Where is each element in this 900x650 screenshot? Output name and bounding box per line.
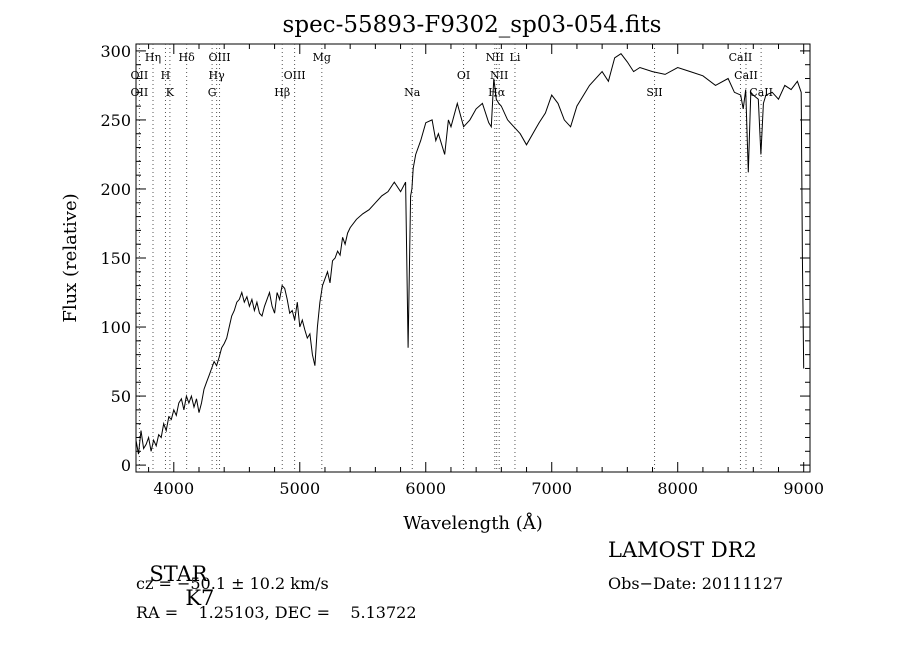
y-tick-label: 50 [111,387,131,406]
y-axis: 0 50 100 150 200 250 300 [100,42,810,475]
x-tick-label: 7000 [531,479,572,498]
line-label: CaII [729,51,753,64]
x-tick-label: 8000 [657,479,698,498]
object-class: STAR K7 [136,538,214,610]
object-class-label: STAR [149,562,208,586]
line-label: Hα [488,86,506,99]
x-axis-label: Wavelength (Å) [403,512,543,534]
line-label: OI [457,69,470,82]
line-label: Li [510,51,521,64]
x-tick-label: 9000 [783,479,824,498]
plot-frame [135,43,811,473]
object-subclass: K7 [185,586,215,610]
line-label: G [208,86,217,99]
spectrum-line [135,53,805,455]
y-tick-label: 250 [100,111,131,130]
y-tick-label: 0 [121,456,131,475]
line-label: Mg [313,51,331,64]
y-tick-label: 150 [100,249,131,268]
line-label: NII [490,69,508,82]
x-tick-label: 5000 [279,479,320,498]
line-label: CaII [734,69,758,82]
line-label: OII [131,69,149,82]
line-label: Hη [145,51,161,64]
line-label: H [161,69,171,82]
redshift-readout: cz = −50.1 ± 10.2 km/s [136,574,329,593]
line-label: CaII [749,86,773,99]
line-label: Hβ [274,86,290,99]
x-tick-label: 6000 [405,479,446,498]
chart-title: spec-55893-F9302_sp03-054.fits [283,12,662,38]
line-label: NII [486,51,504,64]
x-axis: 4000 5000 6000 7000 8000 9000 [148,44,824,498]
line-label: OIII [284,69,306,82]
y-axis-label: Flux (relative) [60,193,81,322]
line-label: Na [404,86,421,99]
spectral-line-markers [138,44,762,472]
survey-label: LAMOST DR2 [608,538,757,562]
line-label: K [166,86,175,99]
line-label: Hδ [179,51,196,64]
coordinates: RA = 1.25103, DEC = 5.13722 [136,603,417,622]
line-label: OIII [208,51,230,64]
x-tick-label: 4000 [153,479,194,498]
line-label: SII [646,86,662,99]
y-tick-label: 100 [100,318,131,337]
obs-date: Obs−Date: 20111127 [608,574,784,593]
y-tick-label: 200 [100,180,131,199]
line-label: Hγ [209,69,226,82]
y-tick-label: 300 [100,42,131,61]
